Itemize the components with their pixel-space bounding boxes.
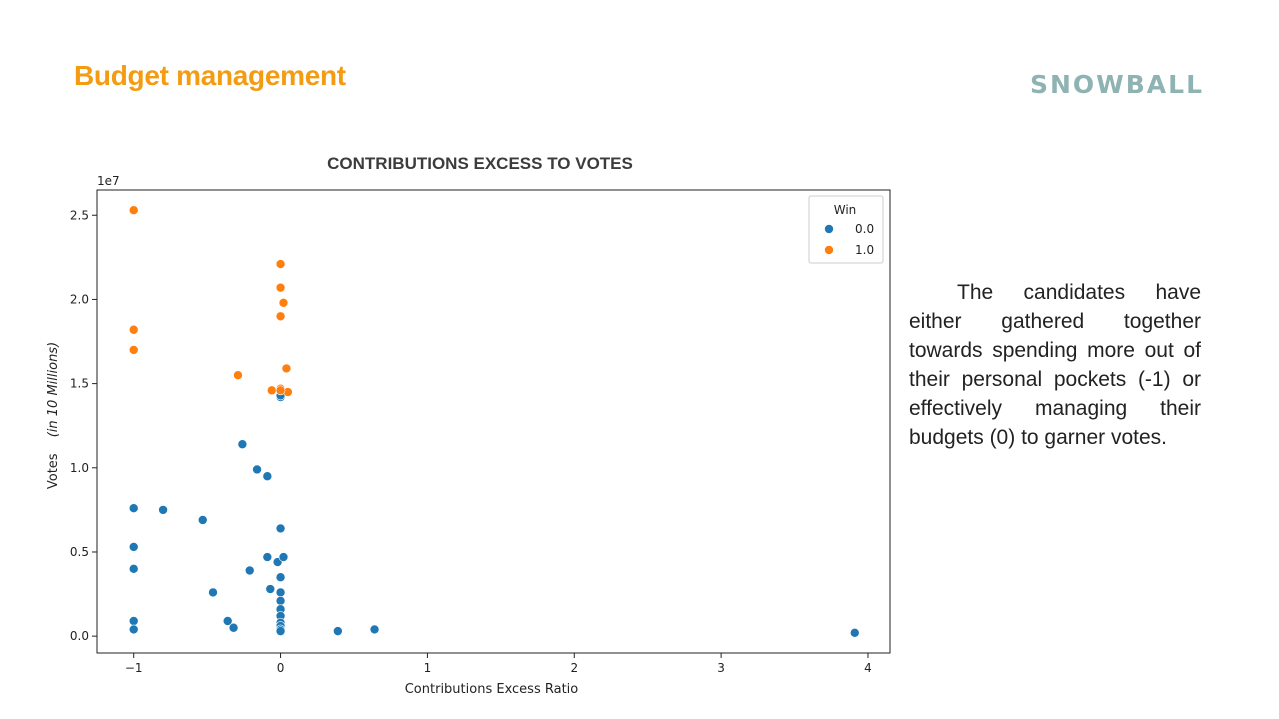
y-tick-label: 0.0 (70, 629, 89, 643)
scatter-point-win-0.0 (275, 587, 286, 598)
scatter-point-win-1.0 (275, 311, 286, 322)
scatter-point-win-0.0 (228, 622, 239, 633)
scatter-point-win-1.0 (266, 385, 277, 396)
scatter-point-win-0.0 (262, 471, 273, 482)
scatter-point-win-0.0 (849, 627, 860, 638)
y-tick-label: 2.0 (70, 292, 89, 306)
scatter-point-win-1.0 (281, 363, 292, 374)
scatter-point-win-0.0 (208, 587, 218, 598)
scatter-point-win-0.0 (197, 515, 208, 525)
scatter-point-win-0.0 (275, 523, 286, 534)
scatter-point-win-0.0 (265, 584, 276, 594)
y-axis-label: Votes (in 10 Millions) (46, 342, 61, 489)
scatter-point-win-0.0 (128, 503, 139, 514)
chart-title: CONTRIBUTIONS EXCESS TO VOTES (327, 154, 633, 173)
plot-frame (96, 189, 891, 654)
scatter-point-win-0.0 (333, 626, 343, 636)
scatter-point-win-0.0 (222, 616, 233, 626)
scatter-point-win-1.0 (275, 259, 286, 269)
x-axis-label: Contributions Excess Ratio (405, 682, 579, 697)
y-axis-label-note: (in 10 Millions) (46, 342, 61, 437)
legend-label-1: 1.0 (855, 243, 874, 257)
scatter-point-win-0.0 (128, 624, 139, 635)
scatter-point-win-0.0 (237, 439, 248, 450)
chart-marks (128, 205, 860, 638)
y-axis-label-main: Votes (46, 453, 61, 489)
legend-marker-1 (824, 245, 834, 255)
slide-title: Budget management (74, 60, 346, 91)
y-axis-ticks: 0.0 0.5 1.0 1.5 2.0 2.5 (70, 208, 97, 643)
y-tick-label: 1.5 (70, 377, 89, 391)
legend-title: Win (834, 203, 857, 217)
scatter-point-win-0.0 (128, 616, 139, 626)
scatter-point-win-0.0 (278, 552, 289, 562)
legend: Win 0.0 1.0 (808, 195, 884, 264)
x-tick-label: 1 (424, 661, 432, 675)
scatter-point-win-0.0 (275, 596, 286, 606)
legend-label-0: 0.0 (855, 222, 874, 236)
scatter-point-win-0.0 (369, 624, 380, 635)
scatter-point-win-0.0 (275, 572, 286, 583)
snowball-logo: SNOWBALL (1030, 70, 1205, 99)
scatter-point-win-1.0 (233, 370, 243, 381)
x-tick-label: 3 (717, 661, 725, 675)
description-text: The candidates have either gathered toge… (909, 281, 1201, 449)
y-tick-label: 0.5 (70, 545, 89, 559)
x-tick-label: 4 (864, 661, 872, 675)
scatter-point-win-0.0 (252, 464, 262, 475)
scatter-point-win-1.0 (275, 385, 286, 396)
x-tick-label: −1 (125, 661, 143, 675)
scatter-point-win-1.0 (128, 345, 139, 355)
scatter-point-win-1.0 (278, 298, 289, 308)
scatter-point-win-1.0 (275, 282, 286, 293)
y-tick-label: 1.0 (70, 461, 89, 475)
x-axis-ticks: −1 0 1 2 3 4 (125, 653, 872, 675)
scatter-point-win-0.0 (128, 542, 139, 552)
scatter-point-win-0.0 (158, 505, 168, 515)
legend-marker-0 (824, 224, 834, 234)
scatter-point-win-1.0 (128, 205, 139, 216)
scatter-point-win-0.0 (128, 564, 139, 574)
scatter-point-win-0.0 (244, 565, 255, 576)
scatter-point-win-1.0 (128, 324, 139, 335)
scatter-point-win-0.0 (262, 552, 273, 562)
scatter-point-win-0.0 (275, 626, 286, 636)
x-tick-label: 2 (570, 661, 578, 675)
x-tick-label: 0 (277, 661, 285, 675)
y-offset-label: 1e7 (97, 174, 120, 188)
y-tick-label: 2.5 (70, 208, 89, 222)
